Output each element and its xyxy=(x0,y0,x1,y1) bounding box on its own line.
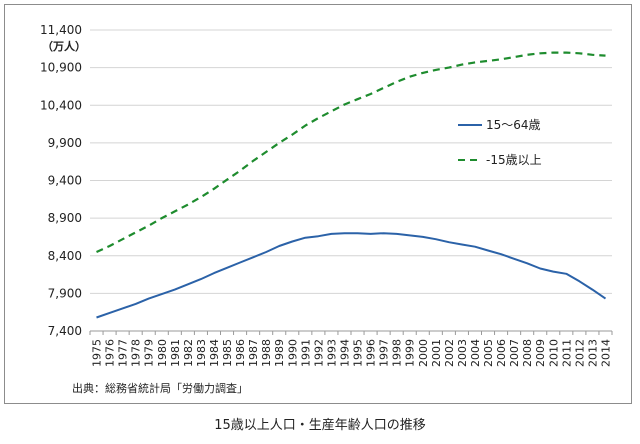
x-tick-label: 2014 xyxy=(599,339,612,367)
series-line-2 xyxy=(96,51,606,254)
y-tick-label: 8,900 xyxy=(48,211,82,225)
x-tick-label: 2009 xyxy=(534,339,547,367)
x-tick-label: 1979 xyxy=(143,339,156,367)
x-tick-label: 2007 xyxy=(508,339,521,367)
x-tick-label: 1988 xyxy=(260,339,273,367)
y-tick-label: 7,900 xyxy=(48,286,82,300)
legend-label: -15歳以上 xyxy=(486,153,542,167)
x-tick-label: 1999 xyxy=(404,339,417,367)
y-tick-label: 11,400 xyxy=(40,23,82,37)
x-axis-ticks: 1975 1976 1977 1978 1979 1980 1981 1982 1983 1984… xyxy=(89,331,613,367)
x-tick-label: 2000 xyxy=(417,339,430,367)
x-tick-label: 2003 xyxy=(456,339,469,367)
x-tick-label: 1990 xyxy=(286,339,299,367)
x-tick-label: 1997 xyxy=(378,339,391,367)
x-tick-label: 1991 xyxy=(299,339,312,367)
x-tick-label: 1982 xyxy=(182,339,195,367)
y-axis-ticks: 7,400 7,900 8,400 8,900 9,400 9,900 10,400 10,9… xyxy=(40,23,82,338)
x-tick-label: 1977 xyxy=(117,339,130,367)
x-tick-label: 1976 xyxy=(104,339,117,367)
x-tick-label: 2001 xyxy=(430,339,443,367)
series-lines xyxy=(96,51,607,319)
chart-frame xyxy=(4,4,632,404)
x-tick-label: 1996 xyxy=(365,339,378,367)
gridlines xyxy=(90,29,612,332)
x-tick-label: 2002 xyxy=(443,339,456,367)
x-tick-label: 1994 xyxy=(338,339,351,367)
x-tick-label: 2013 xyxy=(586,339,599,367)
y-tick-label: 10,400 xyxy=(40,98,82,112)
series-line-1 xyxy=(96,232,607,319)
y-tick-label: 9,900 xyxy=(48,136,82,150)
x-tick-label: 1980 xyxy=(156,339,169,367)
y-tick-label: 7,400 xyxy=(48,324,82,338)
x-tick-label: 1983 xyxy=(195,339,208,367)
x-tick-label: 2011 xyxy=(560,339,573,367)
legend: 15～64歳 -15歳以上 xyxy=(458,118,542,167)
x-tick-label: 2012 xyxy=(573,339,586,367)
x-tick-label: 2004 xyxy=(469,339,482,367)
x-tick-label: 1978 xyxy=(130,339,143,367)
x-tick-label: 1981 xyxy=(169,339,182,367)
figure-caption: 15歳以上人口・生産年齢人口の推移 xyxy=(214,418,426,433)
source-note: 出典：総務省統計局「労働力調査」 xyxy=(72,381,248,395)
x-tick-label: 2006 xyxy=(495,339,508,367)
y-tick-label: 9,400 xyxy=(48,174,82,188)
x-tick-label: 1989 xyxy=(273,339,286,367)
x-tick-label: 1998 xyxy=(391,339,404,367)
x-tick-label: 1975 xyxy=(91,339,104,367)
legend-label: 15～64歳 xyxy=(486,118,541,132)
x-tick-label: 1993 xyxy=(325,339,338,367)
x-tick-label: 1985 xyxy=(221,339,234,367)
x-tick-label: 2010 xyxy=(547,339,560,367)
x-tick-label: 2005 xyxy=(482,339,495,367)
y-tick-label: 10,900 xyxy=(40,61,82,75)
y-axis-unit: （万人） xyxy=(42,39,86,53)
x-tick-label: 1984 xyxy=(208,339,221,367)
x-tick-label: 1995 xyxy=(352,339,365,367)
x-tick-label: 1987 xyxy=(247,339,260,367)
x-tick-label: 1986 xyxy=(234,339,247,367)
y-tick-label: 8,400 xyxy=(48,249,82,263)
x-tick-label: 1992 xyxy=(312,339,325,367)
x-tick-label: 2008 xyxy=(521,339,534,367)
